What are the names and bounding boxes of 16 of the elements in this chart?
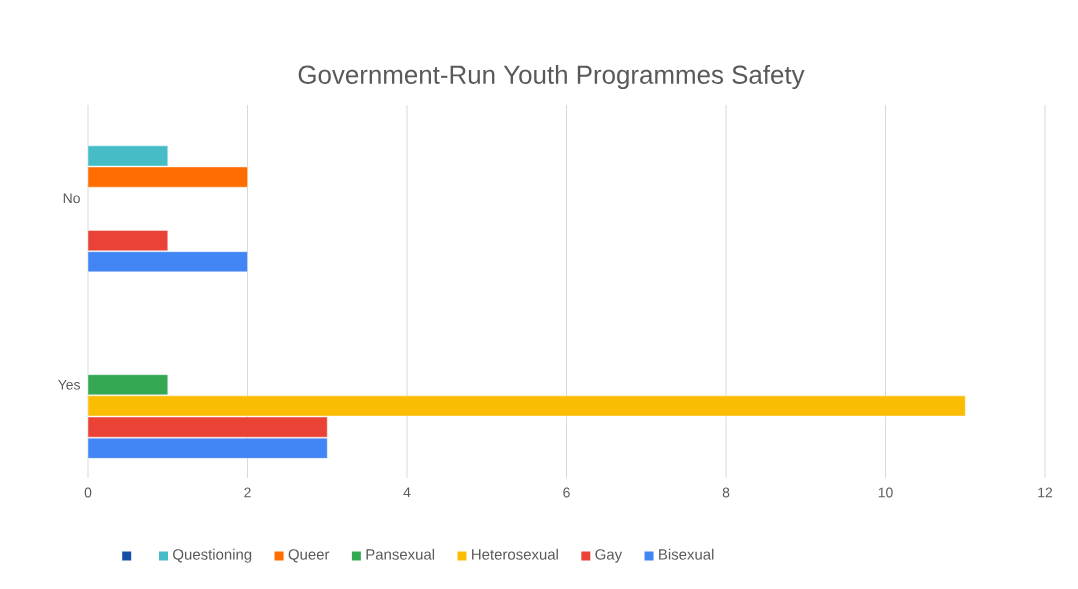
x-tick-label: 10 [878,487,893,498]
y-tick-label: No [63,193,80,204]
x-tick-label: 2 [244,487,251,498]
legend-label: Bisexual [659,548,714,560]
legend-label: Questioning [173,548,252,563]
legend-label: Gay [595,549,623,563]
x-tick-label: 4 [403,487,411,498]
x-tick-label: 12 [1038,487,1053,498]
legend-label: Pansexual [366,548,435,560]
x-tick-label: 8 [722,487,730,498]
legend-label: Heterosexual [472,548,558,560]
legend-label: Queer [288,549,330,563]
x-tick-label: 6 [563,487,570,498]
y-tick-label: Yes [58,379,80,390]
chart-title: Government-Run Youth Programmes Safety [298,64,805,90]
x-tick-label: 0 [84,487,92,498]
